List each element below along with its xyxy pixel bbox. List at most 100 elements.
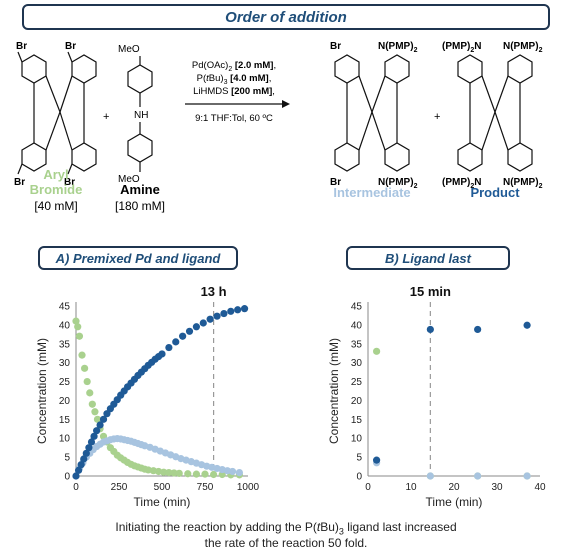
chart-a-product-point xyxy=(172,338,180,346)
caption-line-2: the rate of the reaction 50 fold. xyxy=(204,536,368,550)
chart-a-product-point xyxy=(87,438,96,446)
meo-label-1: MeO xyxy=(118,44,140,55)
chart-a-y-tick-label: 10 xyxy=(59,434,71,445)
chart-b-y-tick-label: 0 xyxy=(356,472,362,483)
chart-premixed: 0 5 10 15 20 25 30 35 40 45 0 250 500 750 1000 Time (mi… xyxy=(35,284,260,509)
chart-b-product-point xyxy=(426,325,434,334)
chart-a-aryl-bromide-point xyxy=(165,469,173,477)
product-npmp-3: (PMP)2N xyxy=(442,177,481,190)
chart-a-aryl-bromide-point xyxy=(170,469,178,477)
br-label-4: Br xyxy=(64,177,75,188)
chart-a-x-tick-label: 250 xyxy=(111,482,128,493)
intermediate-label: Intermediate xyxy=(333,185,410,200)
chart-a-product-point xyxy=(179,332,187,340)
chart-b-y-tick-label: 15 xyxy=(351,415,363,426)
chart-a-aryl-bromide-point xyxy=(74,323,82,331)
chart-a-intermediate-point xyxy=(235,469,243,477)
chart-a-product-point xyxy=(82,449,90,457)
plus-sign-1: + xyxy=(103,111,109,123)
nh-label: NH xyxy=(134,110,148,121)
chart-a-aryl-bromide-point xyxy=(201,470,209,478)
reaction-arrowhead xyxy=(282,100,290,108)
product-npmp-1: (PMP)2N xyxy=(442,41,481,54)
chart-a-y-tick-label: 5 xyxy=(64,453,70,464)
chart-b-x-tick-label: 40 xyxy=(534,482,546,493)
chart-a-y-tick-label: 30 xyxy=(59,358,71,369)
chart-a-y-axis-label: Concentration (mM) xyxy=(35,338,49,444)
chart-b-aryl-bromide-point xyxy=(373,347,381,355)
chart-a-y-tick-label: 0 xyxy=(64,472,70,483)
intermediate-br-2: Br xyxy=(330,177,341,188)
chart-a-aryl-bromide-point xyxy=(93,415,102,423)
chart-a-product-point xyxy=(158,350,166,358)
chart-a-product-point xyxy=(80,455,88,463)
chart-b-x-tick-label: 10 xyxy=(405,482,417,493)
panel-a-banner: A) Premixed Pd and ligand xyxy=(38,246,238,270)
chart-a-aryl-bromide-point xyxy=(86,389,94,397)
chart-a-aryl-bromide-point xyxy=(210,470,218,479)
chart-b-y-tick-label: 45 xyxy=(351,302,363,313)
product-npmp-2: N(PMP)2 xyxy=(503,41,543,54)
intermediate-br-1: Br xyxy=(330,41,341,52)
intermediate-npmp-1: N(PMP)2 xyxy=(378,41,418,54)
chart-b-product-point xyxy=(523,321,531,329)
chart-a-product-point xyxy=(93,427,101,435)
chart-a-product-point xyxy=(72,472,80,480)
chart-b-y-axis-label: Concentration (mM) xyxy=(327,338,341,444)
chart-a-aryl-bromide-point xyxy=(88,400,96,408)
chart-b-x-tick-label: 0 xyxy=(365,482,371,493)
chart-a-aryl-bromide-point xyxy=(78,351,86,359)
chart-a-x-axis-label: Time (min) xyxy=(134,495,191,509)
cond-base: LiHMDS [200 mM], xyxy=(193,86,275,97)
intermediate-structure xyxy=(334,54,410,172)
chart-a-x-tick-label: 750 xyxy=(197,482,214,493)
panel-b-title: B) Ligand last xyxy=(385,250,471,266)
chart-b-x-axis-label: Time (min) xyxy=(426,495,483,509)
meo-label-2: MeO xyxy=(118,174,140,185)
banner-title: Order of addition xyxy=(225,8,347,26)
caption-line-1: Initiating the reaction by adding the P(… xyxy=(0,520,572,536)
product-structure xyxy=(457,54,533,172)
chart-a-product-point xyxy=(220,309,228,318)
chart-a-y-tick-label: 15 xyxy=(59,415,71,426)
chart-a-y-tick-label: 25 xyxy=(59,377,71,388)
cond-ligand: P(tBu)3 [4.0 mM], xyxy=(197,73,272,86)
chart-a-product-point xyxy=(99,415,108,423)
amine-conc: [180 mM] xyxy=(115,199,165,213)
chart-b-y-tick-label: 40 xyxy=(351,320,363,331)
chart-a-aryl-bromide-point xyxy=(184,470,192,478)
chart-a-aryl-bromide-point xyxy=(91,408,99,416)
chart-a-product-point xyxy=(85,444,93,452)
chart-a-aryl-bromide-point xyxy=(75,332,84,340)
chart-a-product-point xyxy=(206,315,214,323)
chart-a-aryl-bromide-point xyxy=(192,470,200,478)
chart-b-intermediate-point xyxy=(426,472,434,480)
chart-a-product-point xyxy=(77,461,85,469)
intermediate-npmp-2: N(PMP)2 xyxy=(378,177,418,190)
chart-a-x-tick-label: 500 xyxy=(154,482,171,493)
chart-a-product-point xyxy=(96,421,104,429)
chart-a-x-tick-label: 0 xyxy=(73,482,79,493)
chart-a-product-point xyxy=(199,319,207,327)
chart-a-y-tick-label: 35 xyxy=(59,339,71,350)
chart-b-y-tick-label: 20 xyxy=(351,396,363,407)
chart-a-product-point xyxy=(192,323,200,331)
plus-sign-2: + xyxy=(434,111,440,123)
chart-a-product-point xyxy=(234,306,242,314)
chart-b-y-tick-label: 35 xyxy=(351,339,363,350)
chart-a-aryl-bromide-point xyxy=(72,317,80,325)
chart-b-product-point xyxy=(474,325,482,334)
chart-a-aryl-bromide-point xyxy=(175,469,183,477)
chart-b-y-tick-label: 30 xyxy=(351,358,363,369)
chart-b-x-tick-label: 30 xyxy=(491,482,503,493)
chart-a-aryl-bromide-point xyxy=(83,377,91,386)
chart-b-y-tick-label: 25 xyxy=(351,377,363,388)
br-label-1: Br xyxy=(16,41,27,52)
chart-a-y-tick-label: 45 xyxy=(59,302,71,313)
aryl-bromide-structure xyxy=(17,51,97,175)
caption-line-1-text: Initiating the reaction by adding the P(… xyxy=(115,520,457,537)
product-npmp-4: N(PMP)2 xyxy=(503,177,543,190)
aryl-bromide-label-2: Bromide xyxy=(30,182,83,197)
product-label: Product xyxy=(470,185,520,200)
chart-a-intermediate-point xyxy=(228,467,237,476)
